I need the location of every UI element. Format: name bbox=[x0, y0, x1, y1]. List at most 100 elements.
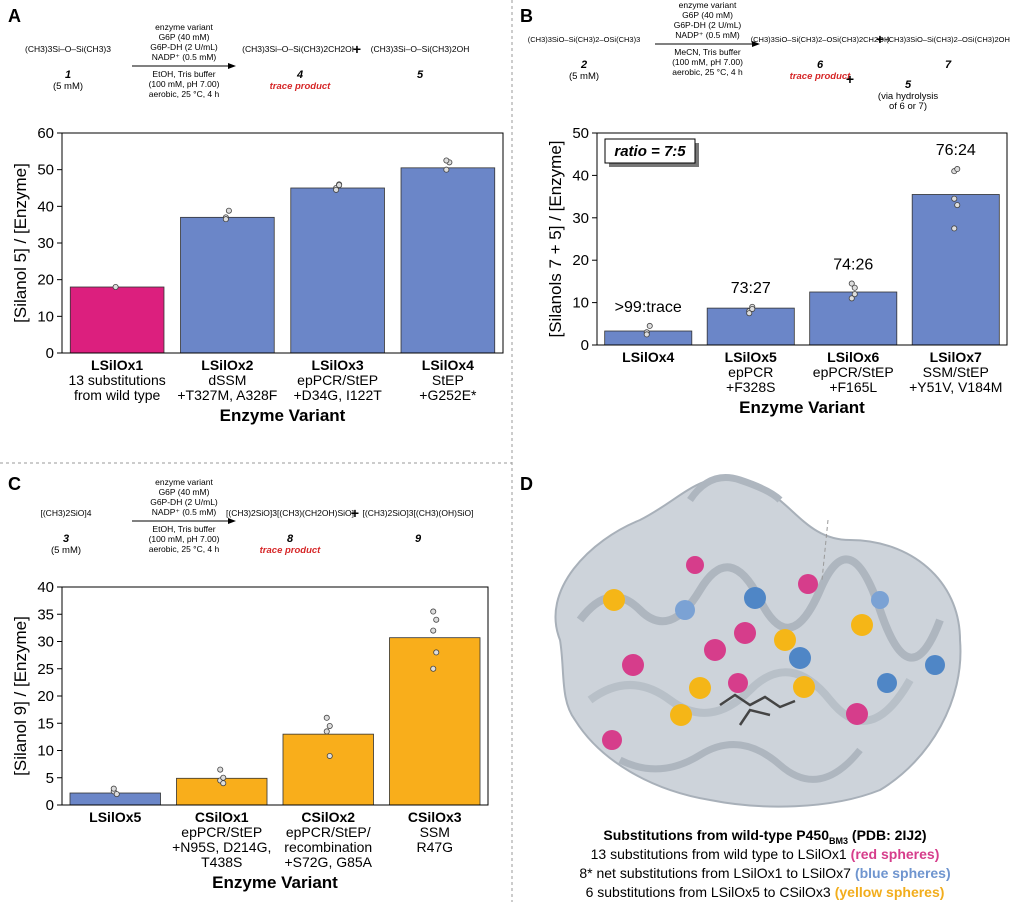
condition: NADP⁺ (0.5 mM) bbox=[152, 507, 217, 517]
condition: EtOH, Tris buffer bbox=[152, 524, 215, 534]
condition: enzyme variant bbox=[679, 0, 737, 10]
bar bbox=[911, 194, 1000, 346]
category-note: StEP bbox=[432, 372, 464, 388]
y-tick-label: 25 bbox=[37, 661, 54, 678]
bar bbox=[389, 637, 481, 806]
structure: (CH3)3Si–O–Si(CH3)2CH2OH bbox=[242, 44, 358, 54]
condition: NADP⁺ (0.5 mM) bbox=[675, 30, 740, 40]
category-note: +S72G, G85A bbox=[284, 854, 372, 870]
ratio-label: 73:27 bbox=[731, 280, 771, 297]
data-point bbox=[222, 216, 229, 223]
x-tick-label: LSilOx3 bbox=[312, 357, 364, 373]
data-point bbox=[110, 785, 117, 792]
category-note: dSSM bbox=[208, 372, 246, 388]
panel-label: A bbox=[8, 6, 21, 26]
data-point bbox=[848, 280, 855, 287]
y-tick-label: 40 bbox=[37, 579, 54, 596]
data-point bbox=[433, 649, 440, 656]
category-note: T438S bbox=[201, 854, 242, 870]
structure: (CH3)3SiO–Si(CH3)2–OSi(CH3)2CH2OH bbox=[751, 35, 890, 44]
compound-note: trace product bbox=[790, 71, 852, 82]
x-tick-label: LSilOx1 bbox=[91, 357, 143, 373]
plot-frame bbox=[596, 132, 1008, 346]
data-point bbox=[220, 780, 227, 787]
plus: + bbox=[846, 71, 854, 87]
data-point bbox=[333, 186, 340, 193]
category-note: SSM bbox=[420, 824, 450, 840]
category-note: +T327M, A328F bbox=[177, 387, 277, 403]
data-point bbox=[433, 616, 440, 623]
y-tick-label: 30 bbox=[37, 235, 54, 252]
category-note: epPCR/StEP bbox=[813, 364, 894, 380]
category-note: from wild type bbox=[74, 387, 161, 403]
data-point bbox=[326, 752, 333, 759]
data-point bbox=[848, 295, 855, 302]
caption-title-part: Substitutions from wild-type P450 bbox=[603, 827, 829, 843]
panel-label: D bbox=[520, 474, 533, 494]
x-tick-label: CSilOx2 bbox=[301, 809, 355, 825]
data-point bbox=[954, 202, 961, 209]
data-point bbox=[323, 728, 330, 735]
compound-note: (5 mM) bbox=[53, 81, 83, 92]
data-point bbox=[220, 774, 227, 781]
bar bbox=[69, 286, 165, 354]
structure: [(CH3)2SiO]4 bbox=[40, 508, 91, 518]
y-tick-label: 10 bbox=[37, 743, 54, 760]
condition: enzyme variant bbox=[155, 477, 213, 487]
protein-structure bbox=[554, 474, 962, 808]
category-note: recombination bbox=[284, 839, 372, 855]
bar bbox=[290, 187, 385, 354]
plot-frame bbox=[61, 586, 489, 806]
x-tick-label: LSilOx5 bbox=[89, 809, 141, 825]
panel-label: C bbox=[8, 474, 21, 494]
compound-note: (5 mM) bbox=[51, 545, 81, 556]
plot-frame bbox=[61, 132, 504, 354]
condition: MeCN, Tris buffer bbox=[674, 47, 741, 57]
ratio-label: >99:trace bbox=[615, 299, 682, 316]
data-point bbox=[112, 283, 119, 290]
caption-text: 8* net substitutions from LSilOx1 to LSi… bbox=[579, 865, 851, 881]
caption-title-part: BM3 bbox=[829, 836, 848, 846]
data-point bbox=[951, 195, 958, 202]
category-note: SSM/StEP bbox=[923, 364, 989, 380]
compound-note: (via hydrolysis bbox=[878, 91, 938, 102]
compound-number: 6 bbox=[817, 59, 824, 71]
category-note: +F328S bbox=[726, 379, 775, 395]
y-tick-label: 40 bbox=[572, 167, 589, 184]
condition: NADP⁺ (0.5 mM) bbox=[152, 52, 217, 62]
category-note: +F165L bbox=[829, 379, 877, 395]
condition: G6P-DH (2 U/mL) bbox=[150, 497, 218, 507]
data-point bbox=[746, 310, 753, 317]
condition: (100 mM, pH 7.00) bbox=[672, 57, 743, 67]
compound-number: 2 bbox=[580, 59, 587, 71]
structure: (CH3)3SiO–Si(CH3)2–OSi(CH3)3 bbox=[528, 35, 641, 44]
compound-note: of 6 or 7) bbox=[889, 101, 927, 112]
data-point bbox=[749, 305, 756, 312]
category-note: epPCR/StEP bbox=[297, 372, 378, 388]
x-tick-label: CSilOx3 bbox=[408, 809, 462, 825]
y-tick-label: 60 bbox=[37, 125, 54, 142]
data-point bbox=[954, 166, 961, 173]
x-tick-label: LSilOx4 bbox=[622, 349, 674, 365]
y-tick-label: 10 bbox=[37, 308, 54, 325]
condition: (100 mM, pH 7.00) bbox=[149, 79, 220, 89]
bar bbox=[282, 733, 374, 806]
panel-label: B bbox=[520, 6, 533, 26]
arrow-head bbox=[228, 63, 236, 69]
condition: aerobic, 25 °C, 4 h bbox=[672, 67, 743, 77]
x-tick-label: LSilOx4 bbox=[422, 357, 474, 373]
y-tick-label: 15 bbox=[37, 715, 54, 732]
plus: + bbox=[353, 41, 361, 57]
compound-note: trace product bbox=[260, 545, 322, 556]
y-tick-label: 35 bbox=[37, 606, 54, 623]
y-axis-label: [Silanol 9] / [Enzyme] bbox=[11, 616, 30, 776]
caption-highlight: (yellow spheres) bbox=[835, 884, 945, 900]
condition: G6P (40 mM) bbox=[159, 32, 210, 42]
data-point bbox=[430, 627, 437, 634]
ratio-label: 74:26 bbox=[833, 257, 873, 274]
compound-number: 8 bbox=[287, 533, 294, 545]
ratio-label: 76:24 bbox=[936, 142, 976, 159]
data-point bbox=[225, 207, 232, 214]
category-note: epPCR/StEP bbox=[181, 824, 262, 840]
